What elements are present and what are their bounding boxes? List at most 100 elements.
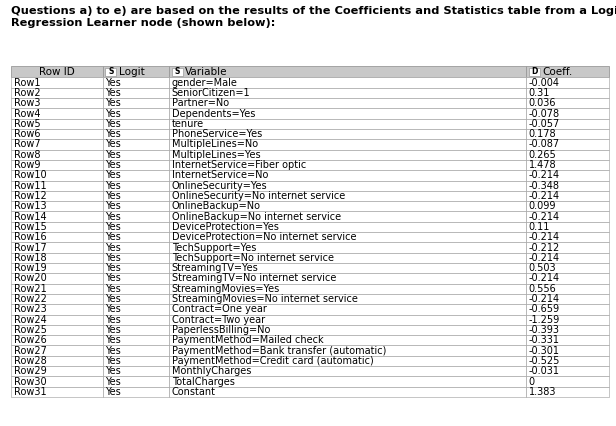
Text: Yes: Yes — [105, 139, 121, 150]
Bar — [103, 88, 169, 98]
Text: -0.348: -0.348 — [529, 181, 560, 191]
Text: Row27: Row27 — [14, 345, 46, 356]
Text: Row30: Row30 — [14, 377, 46, 386]
Bar — [11, 78, 103, 88]
Text: Yes: Yes — [105, 273, 121, 283]
Bar — [169, 242, 527, 253]
Text: -0.057: -0.057 — [529, 119, 560, 129]
Bar — [169, 150, 527, 160]
Bar — [527, 191, 609, 201]
Bar — [169, 98, 527, 108]
Bar — [103, 66, 169, 78]
Text: Row11: Row11 — [14, 181, 46, 191]
Text: S: S — [108, 67, 113, 76]
Bar — [103, 366, 169, 377]
Bar — [527, 345, 609, 356]
Text: D: D — [531, 67, 538, 76]
Text: Row20: Row20 — [14, 273, 46, 283]
Text: MultipleLines=Yes: MultipleLines=Yes — [172, 150, 260, 160]
Text: Row13: Row13 — [14, 201, 46, 211]
Bar — [527, 88, 609, 98]
Text: Row12: Row12 — [14, 191, 46, 201]
Text: Yes: Yes — [105, 242, 121, 253]
Text: -0.004: -0.004 — [529, 78, 560, 88]
Text: Yes: Yes — [105, 212, 121, 222]
Text: Row9: Row9 — [14, 160, 40, 170]
Text: OnlineBackup=No internet service: OnlineBackup=No internet service — [172, 212, 341, 222]
Text: -0.301: -0.301 — [529, 345, 560, 356]
Bar — [527, 366, 609, 377]
Bar — [11, 377, 103, 387]
Text: -0.214: -0.214 — [529, 170, 560, 180]
Bar — [527, 98, 609, 108]
Text: Yes: Yes — [105, 98, 121, 108]
Bar — [11, 66, 103, 78]
Bar — [169, 139, 527, 150]
Text: MonthlyCharges: MonthlyCharges — [172, 366, 251, 376]
Bar — [169, 78, 527, 88]
Bar — [11, 356, 103, 366]
Bar — [11, 232, 103, 242]
Text: OnlineBackup=No: OnlineBackup=No — [172, 201, 261, 211]
Text: 1.478: 1.478 — [529, 160, 556, 170]
Bar — [103, 108, 169, 119]
Bar — [103, 232, 169, 242]
Bar — [529, 68, 540, 75]
Text: 0.265: 0.265 — [529, 150, 557, 160]
Bar — [103, 304, 169, 314]
Text: 1.383: 1.383 — [529, 387, 556, 397]
Text: Yes: Yes — [105, 150, 121, 160]
Text: -0.393: -0.393 — [529, 325, 560, 335]
Text: InternetService=No: InternetService=No — [172, 170, 268, 180]
Bar — [527, 263, 609, 273]
Bar — [172, 68, 183, 75]
Text: Row25: Row25 — [14, 325, 46, 335]
Text: PaperlessBilling=No: PaperlessBilling=No — [172, 325, 270, 335]
Bar — [169, 387, 527, 397]
Bar — [527, 119, 609, 129]
Bar — [527, 273, 609, 284]
Bar — [169, 377, 527, 387]
Text: Yes: Yes — [105, 315, 121, 325]
Text: Row28: Row28 — [14, 356, 46, 366]
Text: S: S — [174, 67, 180, 76]
Bar — [103, 242, 169, 253]
Bar — [169, 119, 527, 129]
Text: 0.099: 0.099 — [529, 201, 556, 211]
Bar — [527, 78, 609, 88]
Bar — [11, 88, 103, 98]
Bar — [169, 325, 527, 335]
Text: Row ID: Row ID — [39, 67, 75, 77]
Text: Row8: Row8 — [14, 150, 40, 160]
Bar — [169, 181, 527, 191]
Bar — [527, 160, 609, 170]
Text: Row2: Row2 — [14, 88, 40, 98]
Text: -1.259: -1.259 — [529, 315, 560, 325]
Text: Row5: Row5 — [14, 119, 40, 129]
Bar — [527, 139, 609, 150]
Text: TechSupport=No internet service: TechSupport=No internet service — [172, 253, 334, 263]
Bar — [527, 284, 609, 294]
Text: Row26: Row26 — [14, 335, 46, 345]
Bar — [169, 294, 527, 304]
Bar — [11, 98, 103, 108]
Bar — [11, 366, 103, 377]
Bar — [11, 294, 103, 304]
Text: -0.214: -0.214 — [529, 191, 560, 201]
Text: DeviceProtection=No internet service: DeviceProtection=No internet service — [172, 232, 356, 242]
Text: StreamingMovies=Yes: StreamingMovies=Yes — [172, 284, 280, 294]
Text: 0.556: 0.556 — [529, 284, 557, 294]
Text: Yes: Yes — [105, 129, 121, 139]
Bar — [103, 335, 169, 345]
Text: OnlineSecurity=No internet service: OnlineSecurity=No internet service — [172, 191, 345, 201]
Text: tenure: tenure — [172, 119, 204, 129]
Text: Yes: Yes — [105, 325, 121, 335]
Text: -0.087: -0.087 — [529, 139, 560, 150]
Bar — [103, 325, 169, 335]
Text: 0: 0 — [529, 377, 535, 386]
Text: -0.031: -0.031 — [529, 366, 560, 376]
Text: 0.31: 0.31 — [529, 88, 550, 98]
Bar — [103, 387, 169, 397]
Bar — [11, 314, 103, 325]
Text: PhoneService=Yes: PhoneService=Yes — [172, 129, 262, 139]
